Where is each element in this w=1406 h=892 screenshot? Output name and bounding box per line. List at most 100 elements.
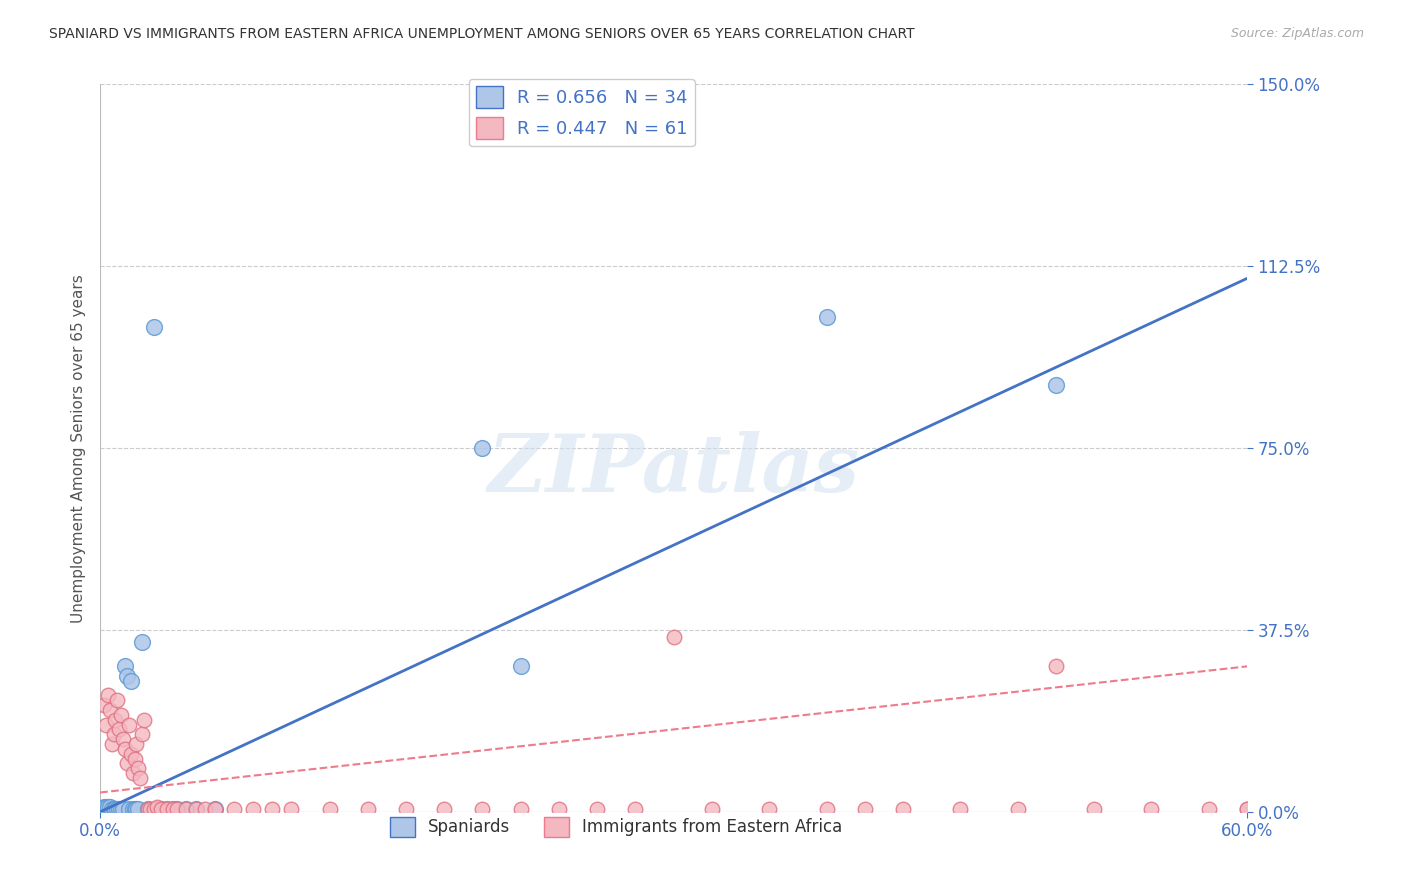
Point xyxy=(162,802,184,816)
Legend: Spaniards, Immigrants from Eastern Africa: Spaniards, Immigrants from Eastern Afric… xyxy=(384,810,849,844)
Point xyxy=(222,802,245,816)
Point xyxy=(815,310,838,325)
Point xyxy=(121,766,143,780)
Point xyxy=(471,441,494,455)
Point xyxy=(127,802,149,816)
Point xyxy=(124,802,146,816)
Point xyxy=(114,741,136,756)
Point xyxy=(118,717,141,731)
Point xyxy=(586,802,609,816)
Point xyxy=(815,802,838,816)
Point xyxy=(108,802,131,816)
Point xyxy=(150,802,173,816)
Point xyxy=(1045,378,1067,392)
Point xyxy=(136,802,159,816)
Point xyxy=(120,747,142,761)
Point xyxy=(127,761,149,775)
Point xyxy=(242,802,264,816)
Point xyxy=(125,802,148,816)
Point xyxy=(115,669,138,683)
Point xyxy=(100,737,122,751)
Point xyxy=(105,693,128,707)
Point xyxy=(120,673,142,688)
Point xyxy=(142,320,165,334)
Point xyxy=(174,802,197,816)
Point xyxy=(98,800,121,814)
Point xyxy=(93,800,115,814)
Point xyxy=(891,802,914,816)
Point xyxy=(509,802,531,816)
Point xyxy=(204,802,226,816)
Point xyxy=(700,802,723,816)
Point xyxy=(1236,802,1258,816)
Point xyxy=(97,800,120,814)
Point xyxy=(509,659,531,673)
Point xyxy=(150,802,173,816)
Point xyxy=(357,802,380,816)
Point xyxy=(949,802,972,816)
Point xyxy=(136,802,159,816)
Point xyxy=(104,802,127,816)
Point xyxy=(94,800,117,814)
Point xyxy=(146,800,169,814)
Point xyxy=(131,727,153,741)
Point xyxy=(103,802,125,816)
Point xyxy=(132,713,155,727)
Text: Source: ZipAtlas.com: Source: ZipAtlas.com xyxy=(1230,27,1364,40)
Point xyxy=(112,732,135,747)
Point xyxy=(104,713,127,727)
Point xyxy=(131,635,153,649)
Point xyxy=(471,802,494,816)
Point xyxy=(184,802,207,816)
Point xyxy=(1007,802,1029,816)
Point xyxy=(103,727,125,741)
Point xyxy=(166,802,188,816)
Point xyxy=(1083,802,1105,816)
Point xyxy=(853,802,876,816)
Point xyxy=(121,802,143,816)
Point xyxy=(124,751,146,765)
Point xyxy=(98,703,121,717)
Point xyxy=(1140,802,1163,816)
Point xyxy=(204,802,226,816)
Point xyxy=(395,802,418,816)
Point xyxy=(110,707,132,722)
Point xyxy=(1045,659,1067,673)
Point xyxy=(318,802,340,816)
Point xyxy=(105,802,128,816)
Point xyxy=(108,723,131,737)
Point xyxy=(662,630,685,644)
Point xyxy=(142,802,165,816)
Point xyxy=(129,771,152,785)
Point xyxy=(94,717,117,731)
Point xyxy=(162,802,184,816)
Point xyxy=(174,802,197,816)
Point xyxy=(758,802,780,816)
Point xyxy=(100,802,122,816)
Point xyxy=(280,802,302,816)
Point xyxy=(97,689,120,703)
Point xyxy=(115,756,138,771)
Point xyxy=(114,659,136,673)
Point xyxy=(93,698,115,713)
Point xyxy=(166,802,188,816)
Point xyxy=(184,802,207,816)
Point xyxy=(139,802,162,816)
Point xyxy=(548,802,571,816)
Point xyxy=(1198,802,1220,816)
Y-axis label: Unemployment Among Seniors over 65 years: Unemployment Among Seniors over 65 years xyxy=(72,274,86,623)
Point xyxy=(146,802,169,816)
Point xyxy=(156,802,179,816)
Point xyxy=(125,737,148,751)
Text: ZIPatlas: ZIPatlas xyxy=(488,431,859,508)
Point xyxy=(262,802,284,816)
Text: SPANIARD VS IMMIGRANTS FROM EASTERN AFRICA UNEMPLOYMENT AMONG SENIORS OVER 65 YE: SPANIARD VS IMMIGRANTS FROM EASTERN AFRI… xyxy=(49,27,915,41)
Point xyxy=(110,802,132,816)
Point xyxy=(112,802,135,816)
Point xyxy=(156,802,179,816)
Point xyxy=(624,802,647,816)
Point xyxy=(433,802,456,816)
Point xyxy=(1236,802,1258,816)
Point xyxy=(194,802,217,816)
Point xyxy=(118,802,141,816)
